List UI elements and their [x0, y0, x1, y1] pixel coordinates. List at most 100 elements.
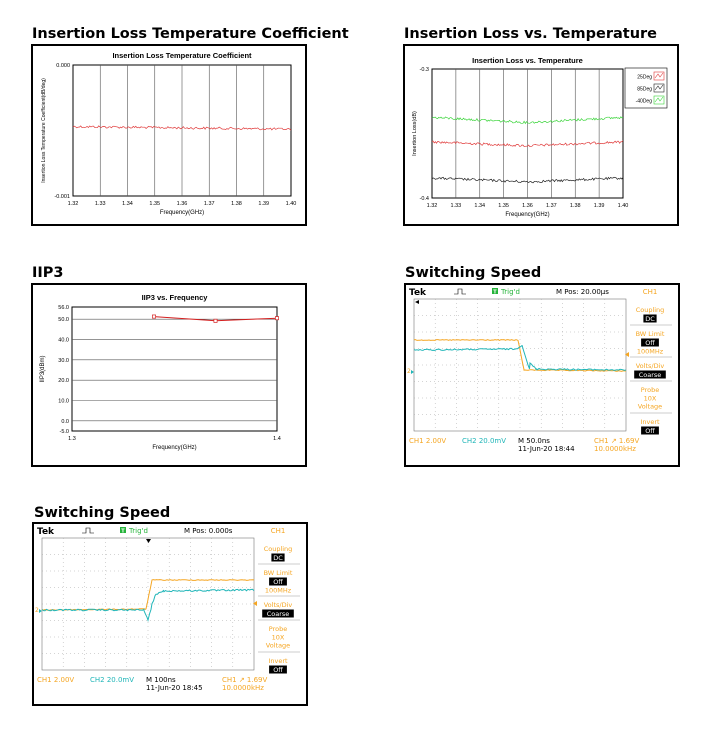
ch2-ground-arrow: [39, 609, 42, 613]
series-line-25Deg: [431, 140, 624, 147]
menu-label: Coupling: [264, 545, 293, 553]
chart-title: Insertion Loss vs. Temperature: [472, 56, 583, 65]
menu-label: Volts/Div: [636, 362, 665, 370]
trigger-frequency: 10.0000kHz: [594, 445, 636, 453]
legend-label: 25Deg: [637, 75, 652, 81]
trigger-position-marker: [146, 539, 151, 543]
x-tick-label: 1.32: [68, 201, 79, 207]
y-tick-label: 0.0: [61, 419, 69, 425]
x-tick-label: 1.39: [258, 201, 269, 207]
chart-panel-il-vs-temperature: Insertion Loss vs. Temperature 1.32 1.33 1.…: [403, 44, 679, 226]
ch2-waveform: [41, 588, 255, 623]
pulse-icon: [454, 288, 466, 295]
timebase: M 100ns: [146, 676, 176, 684]
legend-label: -40Deg: [636, 99, 653, 105]
ch2-ground-marker: 2: [35, 607, 39, 614]
y-axis-label: IIP3(dBm): [40, 355, 46, 382]
menu-sub: 10X: [272, 634, 285, 642]
legend-line: [654, 84, 664, 91]
x-tick-label: 1.39: [594, 203, 605, 209]
menu-value: Off: [645, 427, 655, 435]
menu-value: Coarse: [639, 371, 662, 379]
plot-area: [71, 306, 278, 432]
menu-label: BW Limit: [264, 569, 293, 577]
x-tick-label: 1.32: [427, 203, 438, 209]
menu-label: Invert: [640, 418, 660, 426]
horizontal-position: M Pos: 20.00μs: [556, 288, 609, 296]
y-tick-label: 56.0: [58, 305, 69, 311]
chart-title: IIP3 vs. Frequency: [142, 293, 209, 302]
menu-label: Probe: [641, 386, 659, 394]
menu-sub: Voltage: [266, 642, 290, 650]
trigger-status-glyph: T: [493, 289, 497, 295]
channel-menu-title: CH1: [271, 527, 286, 535]
heading-il-vs-temperature: Insertion Loss vs. Temperature: [404, 26, 658, 42]
y-tick-label: -0.001: [54, 194, 70, 200]
x-tick-label: 1.35: [149, 201, 160, 207]
trigger-status: Trig'd: [128, 527, 148, 535]
timestamp: 11-Jun-20 18:44: [518, 445, 575, 453]
scope-brand: Tek: [37, 527, 55, 537]
menu-value: Off: [273, 666, 283, 674]
legend-line: [654, 72, 664, 79]
scope-panel-2: Tek T Trig'd M Pos: 0.000s CH1 2 Coupling DC BW …: [32, 522, 308, 706]
data-point: [152, 314, 156, 319]
menu-value-bg: [269, 665, 287, 674]
y-axis-label: Insertion Loss(dB): [412, 111, 418, 156]
trigger-position-marker: [415, 300, 419, 304]
ch2-waveform: [413, 344, 627, 371]
ch2-scale: CH2 20.0mV: [462, 437, 506, 445]
data-point: [213, 318, 218, 323]
trigger-level-marker: [625, 352, 629, 357]
trigger-frequency: 10.0000kHz: [222, 684, 264, 692]
x-tick-label: 1.38: [231, 201, 242, 207]
timebase: M 50.0ns: [518, 437, 550, 445]
y-tick-label: -5.0: [60, 429, 69, 435]
chart-il-temp-coefficient: Insertion Loss Temperature Coefficient 1.…: [41, 51, 297, 216]
legend-line: [654, 96, 664, 103]
x-tick-label: 1.33: [451, 203, 462, 209]
ch1-waveform: [413, 339, 627, 372]
y-tick-label: -0.4: [420, 196, 429, 202]
chart-title: Insertion Loss Temperature Coefficient: [112, 51, 252, 60]
trigger-info: CH1 ↗ 1.69V: [222, 676, 268, 684]
series-line-85Deg: [431, 176, 624, 184]
x-tick-label: 1.36: [177, 201, 188, 207]
y-tick-label: 10.0: [58, 399, 69, 405]
menu-value: Off: [273, 578, 283, 586]
menu-label: Probe: [269, 625, 287, 633]
x-tick-label: 1.34: [474, 203, 485, 209]
x-tick-label: 1.4: [273, 436, 281, 442]
trigger-status-glyph: T: [121, 528, 125, 534]
x-tick-label: 1.40: [286, 201, 297, 207]
menu-label: BW Limit: [636, 330, 665, 338]
ch1-scale: CH1 2.00V: [409, 437, 446, 445]
y-tick-label: 30.0: [58, 358, 69, 364]
y-tick-label: 50.0: [58, 317, 69, 323]
x-tick-label: 1.38: [570, 203, 581, 209]
channel-menu-title: CH1: [643, 288, 658, 296]
x-tick-label: 1.40: [618, 203, 629, 209]
x-axis-label: Frequency(GHz): [505, 212, 549, 218]
pulse-icon: [82, 527, 94, 534]
trigger-status-icon: [492, 288, 498, 294]
menu-value-bg: [641, 426, 659, 435]
menu-sub: 10X: [644, 395, 657, 403]
horizontal-position: M Pos: 0.000s: [184, 527, 233, 535]
menu-value: DC: [645, 315, 655, 323]
series-line--40Deg: [431, 116, 624, 125]
ch2-ground-marker: 2: [407, 368, 411, 375]
y-axis-label: Insertion Loss Temperature Coefficient(d…: [41, 78, 47, 183]
menu-value: DC: [273, 554, 283, 562]
x-axis-label: Frequency(GHz): [152, 445, 196, 451]
y-tick-label: 40.0: [58, 338, 69, 344]
menu-value-bg: [269, 577, 287, 586]
menu-sub: 100MHz: [265, 587, 292, 595]
trigger-info: CH1 ↗ 1.69V: [594, 437, 640, 445]
y-tick-label: 20.0: [58, 378, 69, 384]
x-axis-label: Frequency(GHz): [160, 210, 204, 216]
timestamp: 11-Jun-20 18:45: [146, 684, 203, 692]
x-tick-label: 1.34: [122, 201, 133, 207]
menu-value-bg: [643, 314, 657, 323]
trigger-status-icon: [120, 527, 126, 533]
